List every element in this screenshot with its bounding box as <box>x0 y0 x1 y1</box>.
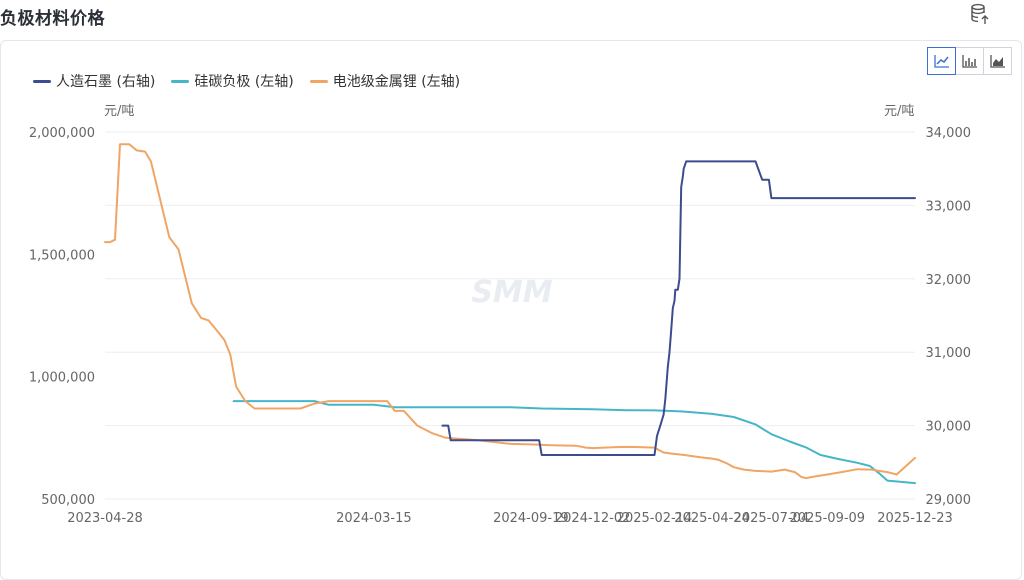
bar-chart-icon <box>961 55 977 68</box>
right-axis-tick-label: 33,000 <box>926 199 972 214</box>
right-axis-tick-label: 31,000 <box>926 346 972 361</box>
price-line-chart: SMM 500,000 1,000,000 1,500,000 2,000,000 29… <box>29 126 972 526</box>
area-chart-icon <box>989 55 1005 68</box>
watermark: SMM <box>471 275 552 310</box>
right-axis-tick-label: 34,000 <box>926 126 972 141</box>
line-chart-button[interactable] <box>927 47 956 75</box>
left-axis-tick-label: 1,000,000 <box>29 371 95 386</box>
legend-label: 人造石墨 (右轴) <box>56 74 156 90</box>
legend-swatch <box>33 79 51 83</box>
chart-type-toggle <box>927 47 1012 75</box>
legend-item-lithium[interactable]: 电池级金属锂 (左轴) <box>309 71 461 91</box>
chart-legend: 人造石墨 (右轴) 硅碳负极 (左轴) 电池级金属锂 (左轴) <box>33 71 476 91</box>
database-export-button[interactable] <box>968 2 992 26</box>
series-line-graphite <box>441 160 916 456</box>
legend-label: 电池级金属锂 (左轴) <box>332 74 461 90</box>
legend-item-graphite[interactable]: 人造石墨 (右轴) <box>33 71 155 91</box>
left-axis-tick-label: 500,000 <box>41 493 95 508</box>
right-axis-tick-label: 29,000 <box>926 493 972 508</box>
left-axis-tick-label: 2,000,000 <box>29 126 95 141</box>
left-axis-tick-label: 1,500,000 <box>29 248 95 263</box>
chart-card <box>0 40 1022 580</box>
legend-item-silicon-carbon[interactable]: 硅碳负极 (左轴) <box>171 71 294 91</box>
x-axis-tick-label: 2025-12-23 <box>877 511 953 526</box>
legend-swatch <box>171 79 190 83</box>
right-axis-unit: 元/吨 <box>884 104 915 119</box>
x-axis-tick-label: 2025-07-04 <box>734 511 810 526</box>
x-axis-tick-label: 2024-03-15 <box>336 511 412 526</box>
x-axis-tick-label: 2024-09-19 <box>493 511 569 526</box>
series-line-lithium <box>104 143 916 480</box>
x-axis-tick-label: 2025-09-09 <box>790 511 866 526</box>
left-axis-unit: 元/吨 <box>104 104 135 119</box>
x-axis-tick-label: 2024-12-02 <box>555 511 631 526</box>
x-axis-tick-label: 2025-02-14 <box>617 511 693 526</box>
legend-label: 硅碳负极 (左轴) <box>194 74 294 90</box>
line-chart-icon <box>933 55 949 68</box>
area-chart-button[interactable] <box>983 47 1012 75</box>
right-axis-tick-label: 32,000 <box>926 273 972 288</box>
series-line-silicon-carbon <box>232 400 916 485</box>
x-axis-tick-label: 2023-04-28 <box>67 511 143 526</box>
database-export-icon <box>971 3 989 24</box>
right-axis-tick-label: 30,000 <box>926 420 972 435</box>
legend-swatch <box>309 79 328 83</box>
page-title: 负极材料价格 <box>0 9 105 29</box>
x-axis-tick-label: 2025-04-24 <box>674 511 750 526</box>
